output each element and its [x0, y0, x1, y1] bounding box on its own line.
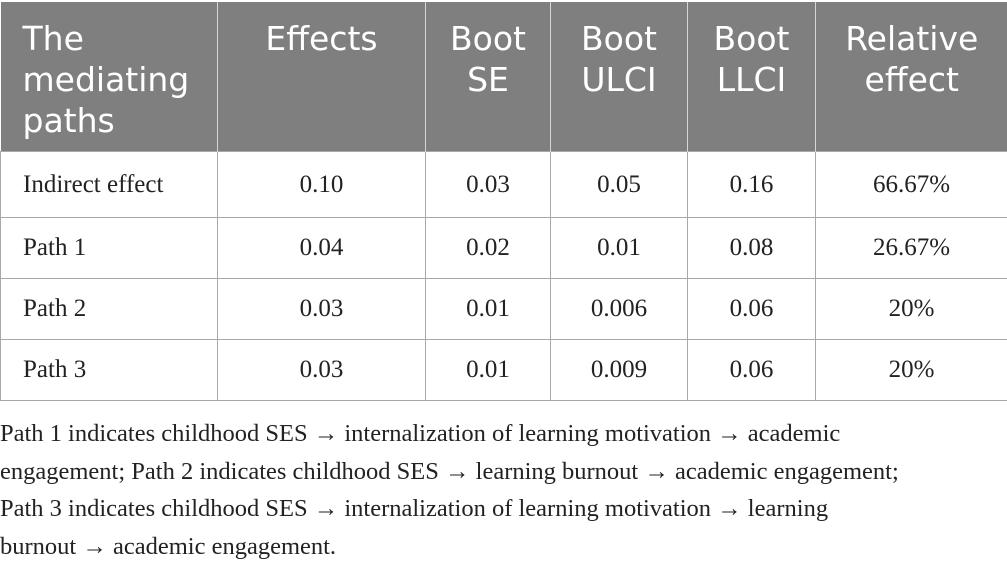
cell-boot-ulci: 0.01 [550, 217, 688, 279]
cell-boot-llci: 0.16 [687, 151, 816, 218]
table-row: Indirect effect 0.10 0.03 0.05 0.16 66.6… [0, 151, 1007, 218]
cell-boot-ulci: 0.009 [550, 339, 688, 401]
header-effects: Effects [217, 2, 426, 152]
table-footnote: Path 1 indicates childhood SES → interna… [0, 415, 1000, 565]
cell-boot-ulci: 0.05 [550, 151, 688, 218]
cell-boot-se: 0.01 [425, 278, 551, 340]
cell-path-name: Indirect effect [0, 151, 218, 218]
header-boot-llci: Boot LLCI [687, 2, 816, 152]
footnote-line: engagement; Path 2 indicates childhood S… [0, 457, 899, 485]
cell-boot-se: 0.03 [425, 151, 551, 218]
header-relative-effect: Relative effect [815, 2, 1007, 152]
footnote-line: Path 1 indicates childhood SES → interna… [0, 420, 841, 447]
footnote-line: burnout → academic engagement. [0, 532, 337, 560]
table-row: Path 3 0.03 0.01 0.009 0.06 20% [0, 339, 1007, 401]
cell-relative-effect: 20% [815, 278, 1007, 340]
cell-boot-llci: 0.06 [687, 278, 816, 340]
cell-path-name: Path 2 [0, 278, 218, 340]
cell-boot-ulci: 0.006 [550, 278, 688, 340]
mediation-effects-table: The mediating paths Effects Boot SE Boot… [0, 2, 1007, 401]
cell-effects: 0.10 [217, 151, 426, 218]
header-boot-se: Boot SE [425, 2, 551, 152]
cell-boot-llci: 0.06 [687, 339, 816, 401]
cell-path-name: Path 3 [0, 339, 218, 401]
table-row: Path 2 0.03 0.01 0.006 0.06 20% [0, 278, 1007, 340]
cell-effects: 0.03 [217, 339, 426, 401]
table-row: Path 1 0.04 0.02 0.01 0.08 26.67% [0, 217, 1007, 279]
cell-effects: 0.03 [217, 278, 426, 340]
cell-effects: 0.04 [217, 217, 426, 279]
header-mediating-paths: The mediating paths [0, 2, 218, 152]
footnote-line: Path 3 indicates childhood SES → interna… [0, 495, 829, 522]
table-body: Indirect effect 0.10 0.03 0.05 0.16 66.6… [0, 151, 1007, 401]
cell-boot-llci: 0.08 [687, 217, 816, 279]
cell-relative-effect: 26.67% [815, 217, 1007, 279]
table-header: The mediating paths Effects Boot SE Boot… [0, 2, 1007, 152]
cell-boot-se: 0.02 [425, 217, 551, 279]
cell-path-name: Path 1 [0, 217, 218, 279]
results-table-container: The mediating paths Effects Boot SE Boot… [0, 2, 1007, 401]
cell-relative-effect: 66.67% [815, 151, 1007, 218]
header-row: The mediating paths Effects Boot SE Boot… [0, 2, 1007, 152]
header-boot-ulci: Boot ULCI [550, 2, 688, 152]
cell-relative-effect: 20% [815, 339, 1007, 401]
cell-boot-se: 0.01 [425, 339, 551, 401]
